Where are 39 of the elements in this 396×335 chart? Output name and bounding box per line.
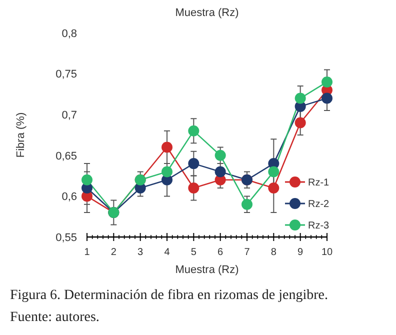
- point: [242, 198, 252, 210]
- point: [162, 142, 172, 153]
- x-tick-label: 3: [138, 247, 144, 258]
- point: [322, 92, 332, 104]
- x-tick-label: 5: [190, 247, 197, 258]
- point: [162, 166, 172, 178]
- y-tick-label: 0,65: [56, 150, 77, 162]
- point: [268, 166, 280, 178]
- legend-label: Rz-1: [308, 178, 330, 188]
- point: [214, 166, 226, 178]
- y-tick-label: 0,55: [56, 232, 77, 244]
- x-tick-label: 9: [298, 247, 304, 258]
- text: Figura 6. Determinación de fibra en rizomas de jengibre.: [10, 288, 328, 303]
- x-tick-label: 10: [321, 247, 333, 258]
- x-tick-label: 7: [244, 247, 250, 258]
- legend-label: Rz-2: [308, 199, 330, 210]
- y-tick-label: 0,75: [56, 68, 77, 81]
- point: [294, 92, 306, 104]
- y-tick-label: 0,6: [62, 191, 77, 204]
- source-note: Fuente: autores.: [10, 310, 100, 325]
- x-tick-label: 4: [164, 247, 170, 258]
- point: [82, 174, 92, 186]
- point: [294, 117, 306, 128]
- point: [188, 182, 200, 194]
- point: [188, 125, 200, 136]
- y-tick-label: 0,8: [62, 28, 77, 40]
- point: [188, 158, 200, 170]
- point: [322, 76, 332, 88]
- x-tick-label: 6: [218, 247, 224, 258]
- x-axis-title: Muestra (Rz): [175, 264, 239, 276]
- point: [214, 150, 226, 161]
- y-axis-title: Fibra (%): [15, 112, 27, 158]
- x-tick-label: 8: [270, 247, 277, 258]
- chart-title: Muestra (Rz): [175, 7, 239, 19]
- point: [268, 182, 280, 194]
- y-tick-label: 0,7: [62, 109, 77, 122]
- x-tick-label: 2: [110, 247, 117, 258]
- x-tick-label: 1: [84, 247, 90, 258]
- legend-label: Rz-3: [308, 220, 330, 232]
